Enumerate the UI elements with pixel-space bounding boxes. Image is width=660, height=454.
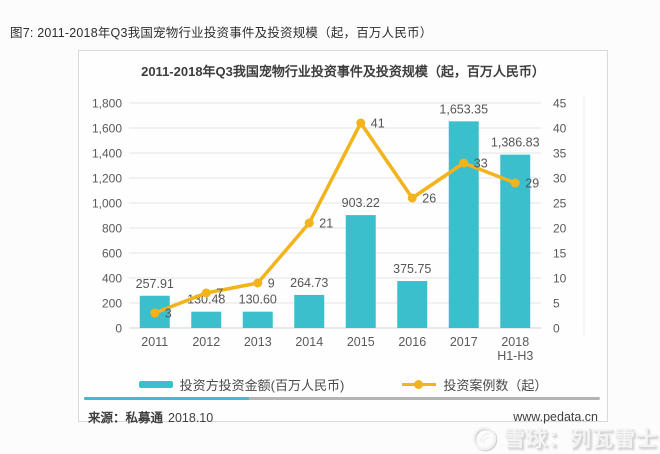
right-axis-tick: 30 — [553, 172, 567, 186]
left-axis-tick: 1,400 — [92, 147, 122, 161]
bar-2016 — [397, 281, 428, 328]
line-value-label: 41 — [371, 117, 385, 131]
left-axis-tick: 1,600 — [92, 122, 122, 136]
line-value-label: 7 — [216, 287, 223, 301]
right-axis-tick: 20 — [553, 222, 567, 236]
left-axis-tick: 0 — [115, 322, 122, 336]
x-axis-label: 2012 — [192, 335, 220, 349]
line-value-label: 26 — [422, 192, 436, 206]
legend-line-series-label: 投资案例数（起） — [443, 378, 548, 393]
figure-caption: 图7: 2011-2018年Q3我国宠物行业投资事件及投资规模（起，百万人民币） — [10, 26, 433, 40]
watermark: 雪球：列瓦雷士 — [471, 423, 658, 453]
line-point — [304, 218, 314, 228]
bar-2013 — [242, 311, 273, 328]
right-axis-tick: 10 — [553, 272, 567, 286]
chart-title: 2011-2018年Q3我国宠物行业投资事件及投资规模（起，百万人民币） — [141, 64, 545, 79]
chart-legend: 投资方投资金额(百万人民币) 投资案例数（起） — [79, 375, 607, 394]
left-axis-tick: 1,800 — [92, 97, 122, 111]
x-axis-label: 2013 — [244, 335, 272, 349]
divider-bar — [84, 397, 600, 400]
bar-2015 — [345, 215, 376, 328]
line-point — [201, 288, 211, 298]
right-axis-tick: 15 — [553, 247, 567, 261]
line-point — [459, 158, 469, 168]
right-axis-tick: 25 — [553, 197, 567, 211]
x-axis-label: 2011 — [141, 335, 168, 349]
x-axis-label: 2016 — [398, 335, 426, 349]
source-row: 来源：私募通 2018.10 www.pedata.cn — [88, 407, 598, 426]
line-series — [154, 121, 516, 315]
watermark-text: 雪球：列瓦雷士 — [504, 428, 658, 451]
line-series-marker-icon — [402, 379, 437, 389]
legend-item-line-series: 投资案例数（起） — [402, 375, 547, 394]
bar-2017 — [448, 121, 479, 328]
line-point — [150, 308, 160, 318]
left-axis-tick: 600 — [102, 247, 122, 261]
bar-value-label: 130.60 — [239, 293, 277, 307]
legend-item-bar-series: 投资方投资金额(百万人民币) — [138, 375, 345, 394]
bar-value-label: 257.91 — [136, 277, 174, 291]
xueqiu-snowball-logo-icon — [472, 426, 498, 451]
bar-value-label: 903.22 — [342, 196, 380, 210]
source-text: 来源：私募通 2018.10 — [88, 407, 213, 426]
bar-2012 — [191, 311, 222, 328]
line-point — [356, 118, 366, 128]
line-value-label: 21 — [319, 217, 333, 231]
combo-chart: 0 200 400 600 800 1,000 1,200 1,400 1,600 1,800 0 5… — [92, 95, 585, 363]
line-point — [407, 193, 417, 203]
left-axis-tick: 1,000 — [92, 197, 122, 211]
x-axis-label: 2014 — [295, 335, 323, 349]
bar-value-label: 1,653.35 — [439, 102, 488, 116]
line-value-label: 3 — [165, 307, 172, 321]
bar-series-marker-icon — [138, 381, 173, 388]
source-label: 来源：私募通 — [88, 411, 164, 425]
website-text: www.pedata.cn — [513, 409, 598, 424]
x-axis-label-line2: H1-H3 — [497, 349, 533, 363]
bar-value-label: 1,386.83 — [491, 136, 540, 150]
chart-card: 2011-2018年Q3我国宠物行业投资事件及投资规模（起，百万人民币） 0 20… — [78, 50, 608, 425]
right-axis-tick: 35 — [553, 147, 567, 161]
divider-teal-segment — [84, 397, 250, 400]
right-axis-tick: 40 — [553, 122, 567, 136]
x-axis-label: 2017 — [450, 335, 478, 349]
left-axis-tick: 400 — [102, 272, 122, 286]
line-value-label: 9 — [268, 277, 275, 291]
x-axis-label: 2015 — [347, 335, 375, 349]
legend-bar-series-label: 投资方投资金额(百万人民币) — [179, 378, 345, 393]
line-value-label: 33 — [474, 157, 488, 171]
line-point — [510, 178, 520, 188]
left-axis-tick: 800 — [102, 222, 122, 236]
left-axis-tick: 1,200 — [92, 172, 122, 186]
right-axis-tick: 5 — [553, 297, 560, 311]
source-date: 2018.10 — [168, 411, 214, 425]
bar-value-label: 375.75 — [393, 262, 431, 276]
x-axis-label: 2018 — [501, 335, 529, 349]
bar-2014 — [294, 294, 325, 328]
right-axis-tick: 0 — [553, 322, 560, 336]
left-axis-tick: 200 — [102, 297, 122, 311]
line-value-label: 29 — [525, 177, 539, 191]
right-axis-tick: 45 — [553, 97, 567, 111]
line-point — [253, 278, 263, 288]
bar-value-label: 264.73 — [290, 276, 328, 290]
